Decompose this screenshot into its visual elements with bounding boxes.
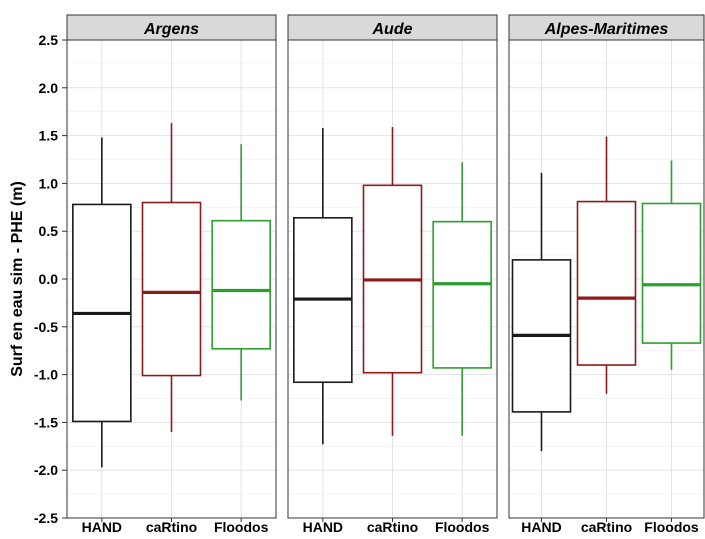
x-tick-label: caRtino	[581, 519, 632, 534]
x-tick-label: HAND	[82, 519, 122, 534]
y-tick-label: 2.0	[39, 80, 59, 96]
facet-strip	[287, 14, 498, 41]
x-tick-label: Floodos	[435, 519, 490, 534]
y-tick-label: 0.5	[39, 223, 59, 239]
box-floodos	[211, 219, 271, 350]
box-floodos	[432, 220, 492, 369]
x-tick-label: HAND	[521, 519, 561, 534]
facet-title: Alpes-Maritimes	[544, 21, 669, 38]
facet-title: Aude	[372, 21, 413, 38]
y-tick-label: 1.5	[39, 128, 59, 144]
y-tick-label: -2.5	[34, 510, 58, 526]
box-cartino	[141, 201, 202, 377]
facet-strip	[508, 14, 705, 41]
y-tick-label: 1.0	[39, 175, 59, 191]
y-tick-label: 0.0	[39, 271, 59, 287]
box-cartino	[576, 200, 637, 366]
x-tick-label: Floodos	[644, 519, 699, 534]
x-tick-label: caRtino	[367, 519, 418, 534]
y-tick-label: -1.5	[34, 414, 58, 430]
facet-strip	[66, 14, 277, 41]
y-tick-label: 2.5	[39, 32, 59, 48]
y-axis-title: Surf en eau sim - PHE (m)	[9, 181, 26, 377]
facet-title: Argens	[143, 21, 199, 38]
x-tick-label: HAND	[303, 519, 343, 534]
y-tick-label: -1.0	[34, 367, 58, 383]
y-tick-label: -2.0	[34, 462, 58, 478]
y-tick-label: -0.5	[34, 319, 58, 335]
box-floodos	[641, 202, 702, 344]
x-tick-label: caRtino	[146, 519, 197, 534]
x-tick-label: Floodos	[214, 519, 269, 534]
